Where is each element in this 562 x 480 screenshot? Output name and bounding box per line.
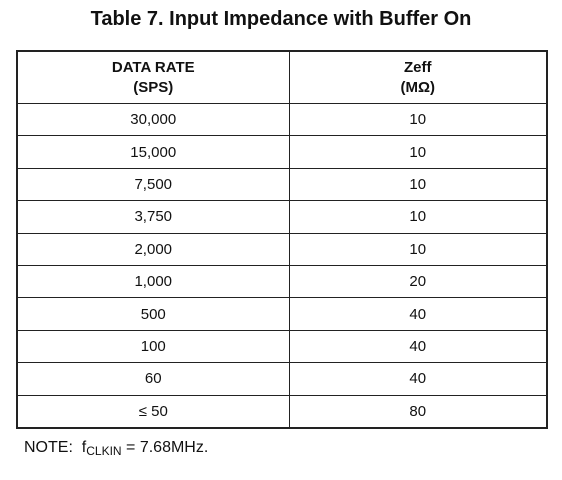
table-cell: 40 xyxy=(288,297,548,331)
table-row: 30,000 10 xyxy=(16,102,548,137)
header-line: DATA RATE xyxy=(111,58,195,76)
table-body: 30,000 10 15,000 10 7,500 10 3,750 10 2,000 10 1,0… xyxy=(16,102,548,429)
table-cell: 15,000 xyxy=(16,135,290,169)
table-cell: 40 xyxy=(288,329,548,364)
table-cell: 10 xyxy=(288,232,548,266)
header-line: (SPS) xyxy=(133,78,174,96)
note-text: = 7.68MHz. xyxy=(126,439,209,456)
table-cell: ≤ 50 xyxy=(16,394,290,429)
table-cell: 10 xyxy=(288,102,548,137)
table-cell: 1,000 xyxy=(16,264,290,299)
table-cell: 10 xyxy=(288,135,548,169)
table-cell: 80 xyxy=(288,394,548,429)
table-cell: 500 xyxy=(16,297,290,331)
table-cell: 30,000 xyxy=(16,102,290,137)
table-row: 15,000 10 xyxy=(16,135,548,169)
note-subscript: CLKIN xyxy=(86,444,122,458)
table-row: 3,750 10 xyxy=(16,200,548,234)
header-line: (MΩ) xyxy=(400,78,435,96)
note-symbol: f xyxy=(81,439,87,456)
table-row: 7,500 10 xyxy=(16,167,548,202)
table-row: 2,000 10 xyxy=(16,232,548,266)
header-cell: DATA RATE (SPS) xyxy=(16,50,290,104)
table-cell: 7,500 xyxy=(16,167,290,202)
table-cell: 10 xyxy=(288,200,548,234)
table-cell: 2,000 xyxy=(16,232,290,266)
table-title: Table 7. Input Impedance with Buffer On xyxy=(90,8,472,30)
table-cell: 10 xyxy=(288,167,548,202)
table-row: 1,000 20 xyxy=(16,264,548,299)
table-cell: 3,750 xyxy=(16,200,290,234)
table-row: ≤ 50 80 xyxy=(16,394,548,429)
note: NOTE: fCLKIN = 7.68MHz. xyxy=(24,439,208,458)
table-cell: 60 xyxy=(16,362,290,396)
table-cell: 20 xyxy=(288,264,548,299)
header-line: Zeff xyxy=(404,58,432,76)
table-row: 500 40 xyxy=(16,297,548,331)
note-label: NOTE: xyxy=(24,439,73,456)
table-cell: 100 xyxy=(16,329,290,364)
header-row: DATA RATE (SPS) Zeff (MΩ) xyxy=(16,50,548,104)
table-row: 100 40 xyxy=(16,329,548,364)
table-row: 60 40 xyxy=(16,362,548,396)
impedance-table: DATA RATE (SPS) Zeff (MΩ) 30,000 10 15,000 10 7… xyxy=(16,50,548,429)
header-cell: Zeff (MΩ) xyxy=(288,50,548,104)
table-cell: 40 xyxy=(288,362,548,396)
